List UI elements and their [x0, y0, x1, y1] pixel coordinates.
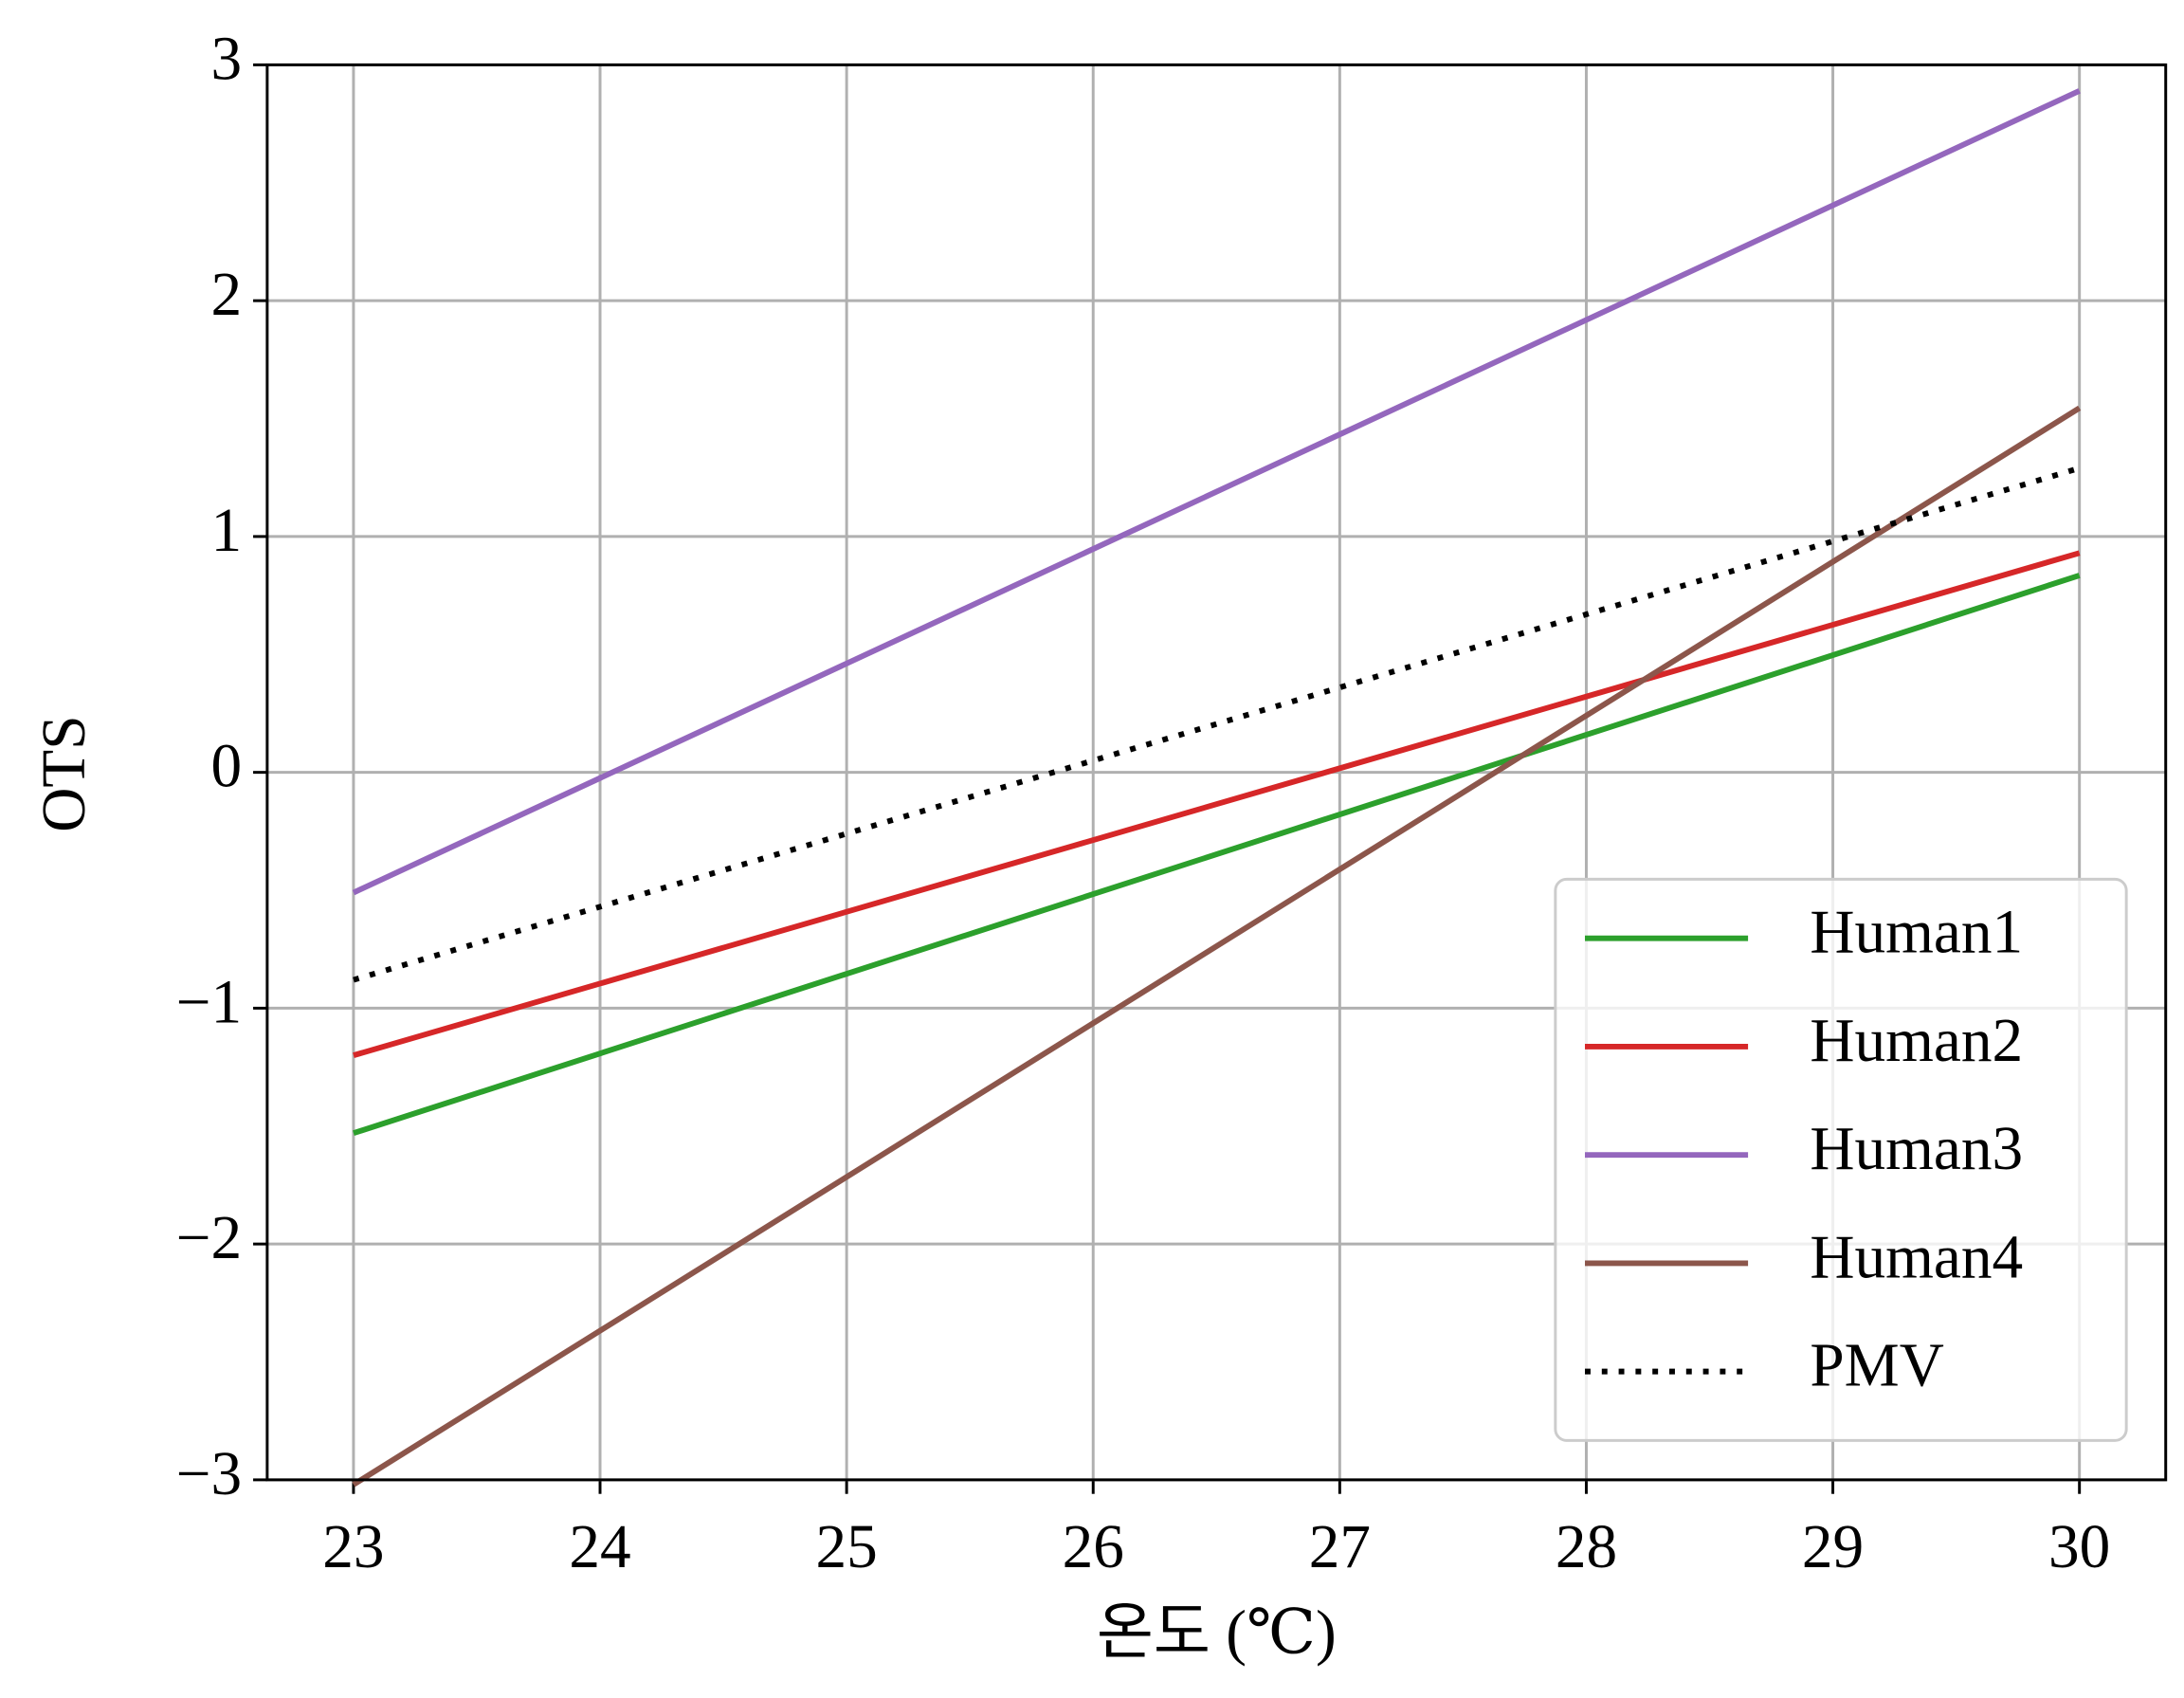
- x-tick-label: 28: [1556, 1513, 1617, 1581]
- x-tick-label: 23: [322, 1513, 384, 1581]
- line-series: [352, 88, 2081, 896]
- legend-label: Human4: [1810, 1223, 2023, 1291]
- legend-label: PMV: [1810, 1332, 1943, 1400]
- x-axis-label: 온도 (℃): [1097, 1599, 1337, 1668]
- y-tick-label: −3: [176, 1440, 242, 1508]
- y-tick-label: 0: [211, 733, 243, 801]
- y-tick-label: −2: [176, 1204, 242, 1272]
- y-axis-label: OTS: [30, 715, 99, 831]
- line-series: [352, 405, 2082, 1488]
- x-tick-label: 24: [569, 1513, 630, 1581]
- y-tick-label: 1: [211, 497, 243, 565]
- x-tick-label: 29: [1802, 1513, 1864, 1581]
- plot-frame: [265, 63, 2168, 1482]
- legend-box: [1554, 877, 2128, 1442]
- legend-label: Human2: [1810, 1007, 2023, 1075]
- line-series: [353, 550, 2081, 1058]
- y-tick-label: −1: [176, 968, 242, 1036]
- y-tick-label: 3: [211, 25, 243, 93]
- legend-label: Human1: [1810, 899, 2023, 967]
- line-series: [353, 573, 2081, 1137]
- x-tick-label: 27: [1309, 1513, 1371, 1581]
- legend-label: Human3: [1810, 1115, 2023, 1183]
- y-tick-label: 2: [211, 261, 243, 329]
- x-tick-label: 26: [1063, 1513, 1124, 1581]
- x-tick-label: 30: [2048, 1513, 2110, 1581]
- x-tick-label: 25: [816, 1513, 878, 1581]
